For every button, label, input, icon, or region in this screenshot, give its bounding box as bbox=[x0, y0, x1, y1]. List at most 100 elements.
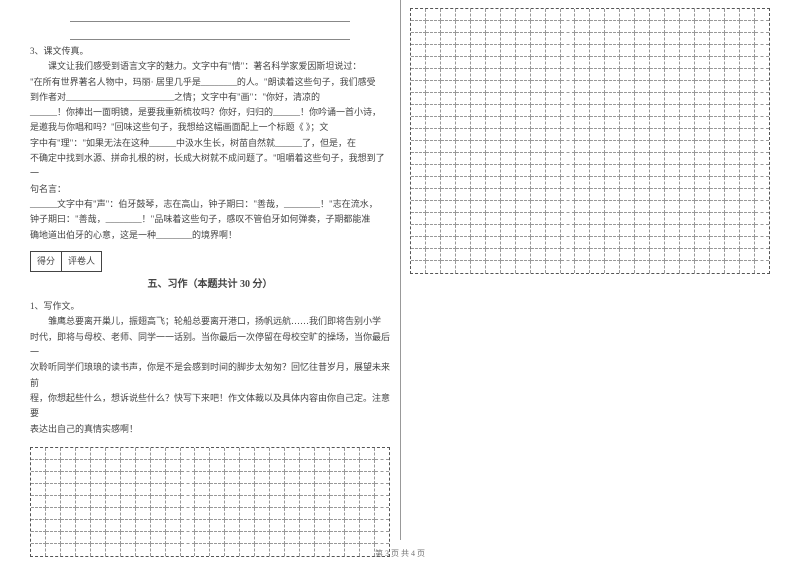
grid-cell bbox=[650, 189, 665, 201]
grid-cell bbox=[375, 460, 389, 472]
grid-cell bbox=[665, 9, 680, 21]
grid-cell bbox=[635, 201, 650, 213]
grid-cell bbox=[471, 117, 486, 129]
grid-cell bbox=[710, 177, 725, 189]
grid-cell bbox=[456, 105, 471, 117]
grid-cell bbox=[106, 460, 121, 472]
grid-cell bbox=[411, 141, 426, 153]
grid-cell bbox=[695, 249, 710, 261]
grid-cell bbox=[531, 9, 546, 21]
grid-cell bbox=[486, 117, 501, 129]
grid-row bbox=[31, 532, 389, 544]
grid-cell bbox=[195, 448, 210, 460]
q1-title: 写作文。 bbox=[44, 301, 80, 311]
grid-cell bbox=[195, 472, 210, 484]
grid-cell bbox=[680, 81, 695, 93]
blank-line bbox=[70, 26, 350, 40]
grid-cell bbox=[411, 225, 426, 237]
grid-cell bbox=[121, 460, 136, 472]
grid-cell bbox=[531, 261, 546, 273]
grid-cell bbox=[91, 496, 106, 508]
grid-cell bbox=[315, 472, 330, 484]
grid-cell bbox=[516, 213, 531, 225]
grid-cell bbox=[61, 448, 76, 460]
grid-cell bbox=[635, 81, 650, 93]
grid-cell bbox=[650, 93, 665, 105]
grid-cell bbox=[740, 237, 755, 249]
grid-row bbox=[411, 117, 769, 129]
grid-cell bbox=[195, 496, 210, 508]
grid-cell bbox=[456, 189, 471, 201]
grid-cell bbox=[456, 81, 471, 93]
grid-cell bbox=[561, 261, 576, 273]
score-right: 评卷人 bbox=[62, 252, 101, 271]
grid-cell bbox=[31, 496, 46, 508]
score-left: 得分 bbox=[31, 252, 62, 271]
grid-cell bbox=[501, 57, 516, 69]
grid-cell bbox=[486, 165, 501, 177]
grid-cell bbox=[501, 69, 516, 81]
grid-cell bbox=[725, 33, 740, 45]
grid-cell bbox=[315, 448, 330, 460]
grid-cell bbox=[345, 496, 360, 508]
grid-cell bbox=[516, 57, 531, 69]
grid-cell bbox=[590, 33, 605, 45]
grid-cell bbox=[441, 81, 456, 93]
grid-cell bbox=[31, 484, 46, 496]
grid-cell bbox=[210, 532, 225, 544]
grid-cell bbox=[605, 249, 620, 261]
grid-cell bbox=[590, 69, 605, 81]
grid-cell bbox=[531, 177, 546, 189]
grid-cell bbox=[740, 141, 755, 153]
grid-cell bbox=[255, 460, 270, 472]
grid-cell bbox=[710, 225, 725, 237]
grid-cell bbox=[665, 177, 680, 189]
grid-cell bbox=[605, 237, 620, 249]
grid-cell bbox=[270, 508, 285, 520]
grid-cell bbox=[605, 81, 620, 93]
grid-row bbox=[411, 237, 769, 249]
grid-cell bbox=[471, 237, 486, 249]
grid-cell bbox=[225, 448, 240, 460]
grid-cell bbox=[561, 189, 576, 201]
grid-cell bbox=[620, 153, 635, 165]
grid-cell bbox=[375, 472, 389, 484]
grid-cell bbox=[471, 69, 486, 81]
grid-cell bbox=[635, 153, 650, 165]
grid-cell bbox=[635, 213, 650, 225]
grid-cell bbox=[516, 21, 531, 33]
grid-cell bbox=[680, 105, 695, 117]
grid-cell bbox=[330, 472, 345, 484]
grid-cell bbox=[650, 33, 665, 45]
grid-cell bbox=[240, 532, 255, 544]
column-divider bbox=[400, 0, 401, 540]
grid-cell bbox=[725, 129, 740, 141]
grid-cell bbox=[650, 261, 665, 273]
q3-title: 课文传真。 bbox=[44, 46, 89, 56]
grid-cell bbox=[106, 532, 121, 544]
q3-text-line: 不确定中找到水源、拼命扎根的树，长成大树就不成问题了。"咀嚼着这些句子，我想到了… bbox=[30, 151, 390, 182]
grid-cell bbox=[680, 141, 695, 153]
page-footer: 第 3 页 共 4 页 bbox=[0, 548, 800, 559]
grid-cell bbox=[561, 117, 576, 129]
q1-text-line: 表达出自己的真情实感啊！ bbox=[30, 422, 390, 437]
q3-number: 3、 bbox=[30, 46, 44, 56]
grid-cell bbox=[240, 508, 255, 520]
grid-cell bbox=[531, 69, 546, 81]
grid-cell bbox=[46, 496, 61, 508]
grid-cell bbox=[441, 237, 456, 249]
grid-cell bbox=[590, 189, 605, 201]
grid-cell bbox=[486, 201, 501, 213]
grid-cell bbox=[255, 532, 270, 544]
grid-cell bbox=[531, 237, 546, 249]
grid-cell bbox=[441, 33, 456, 45]
grid-cell bbox=[710, 237, 725, 249]
grid-cell bbox=[725, 9, 740, 21]
grid-cell bbox=[740, 105, 755, 117]
grid-cell bbox=[590, 213, 605, 225]
grid-cell bbox=[650, 237, 665, 249]
grid-cell bbox=[546, 165, 561, 177]
grid-cell bbox=[620, 249, 635, 261]
grid-cell bbox=[740, 177, 755, 189]
grid-cell bbox=[665, 237, 680, 249]
